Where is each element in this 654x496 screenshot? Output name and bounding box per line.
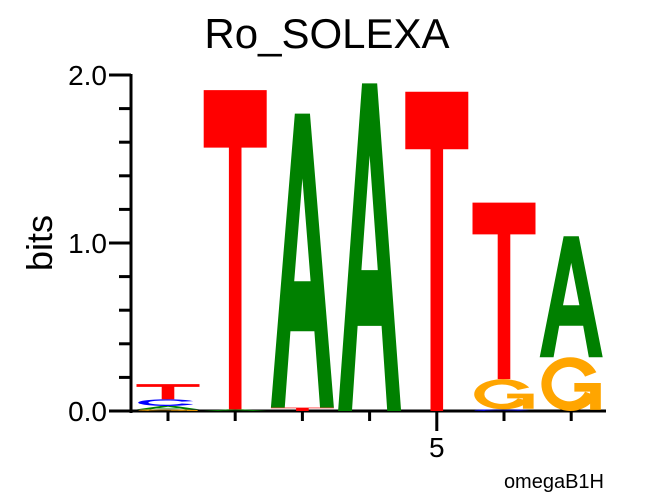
letter-shape [472, 202, 536, 380]
y-tick-label: 2.0 [68, 60, 107, 91]
letter-A [539, 236, 603, 358]
letter-stack-pos-3 [270, 113, 334, 411]
letter-stack-pos-4 [338, 83, 402, 412]
letter-shape [270, 407, 334, 411]
letter-stack-pos-5 [405, 91, 469, 412]
letter-C [474, 409, 530, 411]
letter-T [405, 91, 469, 412]
letter-T [270, 407, 334, 411]
letter-G [138, 409, 198, 411]
letter-stack-pos-1 [136, 384, 200, 411]
letter-shape [574, 383, 601, 410]
y-axis-label: bits [19, 215, 60, 271]
letter-shape [474, 379, 530, 410]
letter-shape [136, 384, 200, 400]
letter-shape [203, 409, 267, 411]
letter-shape [270, 113, 334, 408]
letter-G [541, 357, 601, 411]
chart-title: Ro_SOLEXA [204, 10, 449, 57]
letter-shape [138, 399, 194, 406]
letter-T [472, 202, 536, 380]
letter-shape [171, 410, 198, 411]
letter-G [474, 379, 534, 410]
letter-stacks [136, 83, 603, 412]
axes: 0.0 1.0 2.0 5 [68, 60, 606, 463]
letter-A [136, 405, 200, 410]
letter-stack-pos-7 [539, 236, 603, 411]
letter-shape [539, 236, 603, 358]
letter-C [138, 399, 194, 406]
letter-stack-pos-6 [472, 202, 536, 411]
letter-shape [136, 405, 200, 410]
letter-A [270, 113, 334, 408]
letter-A [338, 83, 402, 412]
footer-label: omegaB1H [504, 471, 604, 493]
letter-shape [474, 409, 530, 411]
letter-shape [138, 409, 194, 411]
letter-shape [338, 83, 402, 412]
y-tick-label: 0.0 [68, 396, 107, 427]
letter-shape [541, 357, 597, 411]
letter-shape [203, 90, 267, 410]
letter-shape [507, 393, 534, 409]
letter-A [203, 409, 267, 411]
letter-T [136, 384, 200, 400]
y-tick-label: 1.0 [68, 228, 107, 259]
letter-shape [405, 91, 469, 412]
letter-stack-pos-2 [203, 90, 267, 411]
x-tick-label: 5 [429, 432, 445, 463]
letter-T [203, 90, 267, 410]
